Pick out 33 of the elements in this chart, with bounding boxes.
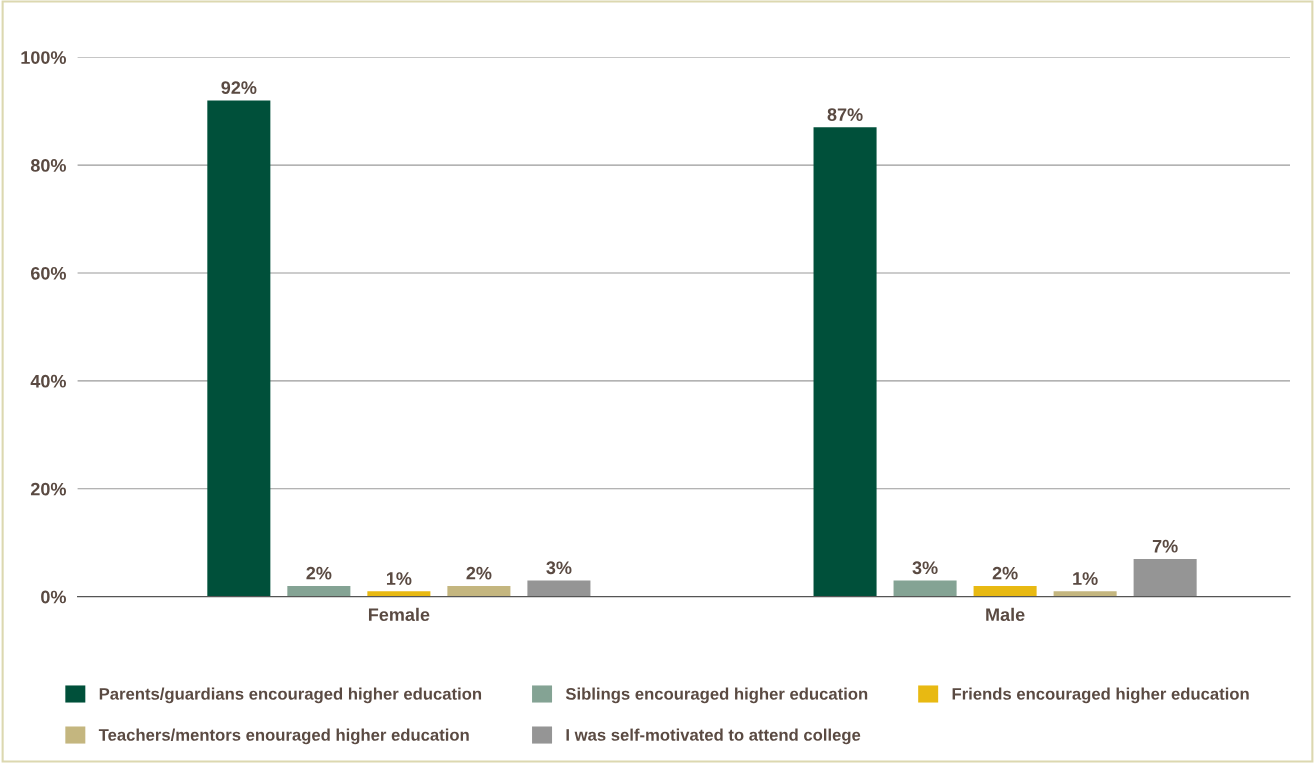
bar	[973, 585, 1037, 597]
y-tick-label: 60%	[31, 266, 66, 280]
data-label: 1%	[386, 572, 412, 585]
bar	[1133, 558, 1197, 597]
legend-label: Siblings encouraged higher education	[565, 687, 868, 704]
data-label: 2%	[466, 566, 492, 580]
bar	[287, 585, 351, 597]
legend-label: I was self-motivated to attend college	[566, 728, 861, 745]
bar	[893, 580, 957, 597]
bar	[367, 591, 431, 597]
x-tick-label: Female	[368, 607, 430, 622]
data-label: 3%	[546, 561, 572, 575]
y-tick-label: 0%	[41, 590, 66, 604]
data-label: 87%	[827, 108, 863, 122]
bar	[447, 585, 511, 597]
data-label: 7%	[1152, 539, 1178, 553]
legend-label: Friends encouraged higher education	[952, 687, 1249, 704]
data-label: 2%	[992, 566, 1018, 580]
bar	[1053, 591, 1117, 597]
data-label: 1%	[1073, 572, 1098, 585]
data-label: 2%	[306, 566, 332, 580]
y-tick-label: 100%	[21, 51, 66, 64]
y-tick-label: 20%	[30, 482, 66, 496]
data-label: 3%	[912, 561, 938, 575]
bar	[527, 580, 591, 597]
bar	[813, 127, 877, 597]
y-tick-label: 80%	[30, 159, 66, 172]
data-label: 92%	[221, 81, 257, 95]
y-tick-label: 40%	[30, 374, 66, 388]
legend-label: Teachers/mentors enouraged higher education	[98, 728, 469, 745]
legend-label: Parents/guardians encouraged higher education	[99, 687, 482, 704]
x-tick-label: Male	[986, 607, 1025, 622]
bar	[207, 100, 271, 597]
